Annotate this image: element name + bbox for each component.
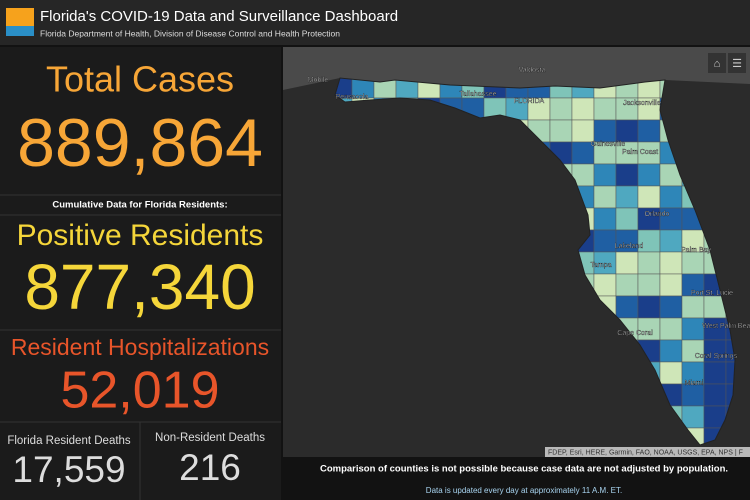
county [593, 97, 617, 121]
neighbor-land [283, 47, 750, 90]
cumulative-note: Cumulative Data for Florida Residents: [52, 200, 227, 211]
legend-button[interactable] [728, 53, 746, 73]
header-bar [0, 0, 750, 45]
resident-deaths: 17,559 [12, 449, 125, 490]
city-label: Mobile [308, 77, 329, 84]
positive-residents-label: Positive Residents [17, 219, 264, 252]
county [549, 119, 573, 143]
county [681, 317, 705, 341]
county [615, 295, 639, 319]
county [593, 185, 617, 209]
city-label: Tallahassee [460, 91, 497, 98]
city-label: Cape Coral [617, 330, 653, 337]
legend-icon: ☰ [732, 58, 742, 70]
county [615, 119, 639, 143]
total-cases: 889,864 [17, 105, 263, 181]
county [659, 273, 683, 297]
city-label: Orlando [645, 211, 670, 218]
non-resident-deaths-label: Non-Resident Deaths [155, 432, 265, 444]
map-labels: Mobile Valdosta Pensacola Tallahassee FLORID… [308, 67, 750, 387]
city-label: West Palm Beach [702, 323, 750, 330]
non-resident-deaths: 216 [179, 447, 241, 488]
city-label: Palm Bay [681, 247, 711, 254]
county [681, 383, 705, 407]
city-label: Lakeland [615, 243, 644, 250]
logo-water [6, 26, 34, 36]
city-label: Palm Coast [622, 149, 658, 156]
county [615, 273, 639, 297]
home-icon: ⌂ [714, 58, 721, 70]
attribution-bar [545, 447, 750, 457]
county [659, 339, 683, 363]
county [593, 163, 617, 187]
header-title: Florida's COVID-19 Data and Surveillance… [40, 8, 398, 25]
home-button[interactable] [708, 53, 726, 73]
county [637, 273, 661, 297]
county [703, 383, 727, 407]
footer-update: Data is updated every day at approximate… [426, 486, 622, 495]
county [659, 251, 683, 275]
county [637, 251, 661, 275]
city-label: Tampa [590, 262, 611, 269]
county [659, 361, 683, 385]
county [593, 229, 617, 253]
county [681, 295, 705, 319]
county [593, 273, 617, 297]
county [637, 119, 661, 143]
county [571, 97, 595, 121]
county [571, 119, 595, 143]
county [593, 119, 617, 143]
county [681, 251, 705, 275]
city-label: Port St. Lucie [691, 290, 733, 297]
county [659, 295, 683, 319]
county [637, 163, 661, 187]
county [549, 97, 573, 121]
header-subtitle: Florida Department of Health, Division o… [40, 28, 340, 38]
county [615, 207, 639, 231]
city-label: Coral Springs [695, 353, 738, 360]
county [681, 405, 705, 429]
county [615, 251, 639, 275]
hospitalizations-label: Resident Hospitalizations [11, 334, 269, 360]
county [615, 185, 639, 209]
city-label: Pensacola [336, 94, 369, 101]
county [725, 383, 735, 407]
county [615, 163, 639, 187]
city-label: Jacksonville [623, 100, 661, 107]
county [725, 339, 735, 363]
county [593, 207, 617, 231]
county [659, 229, 683, 253]
positive-residents: 877,340 [24, 251, 255, 323]
city-label: Gainesville [591, 141, 625, 148]
city-label: Valdosta [519, 67, 546, 74]
hospitalizations: 52,019 [60, 362, 219, 420]
county [659, 185, 683, 209]
resident-deaths-label: Florida Resident Deaths [7, 435, 131, 447]
footer-note: Comparison of counties is not possible b… [320, 464, 728, 475]
city-label: FLORIDA [514, 98, 545, 105]
total-cases-label: Total Cases [46, 59, 234, 100]
county [703, 361, 727, 385]
county [659, 317, 683, 341]
county [637, 295, 661, 319]
county [725, 361, 735, 385]
attribution: FDEP, Esri, HERE, Garmin, FAO, NOAA, USG… [548, 449, 743, 456]
county [637, 185, 661, 209]
city-label: Miami [685, 380, 704, 387]
